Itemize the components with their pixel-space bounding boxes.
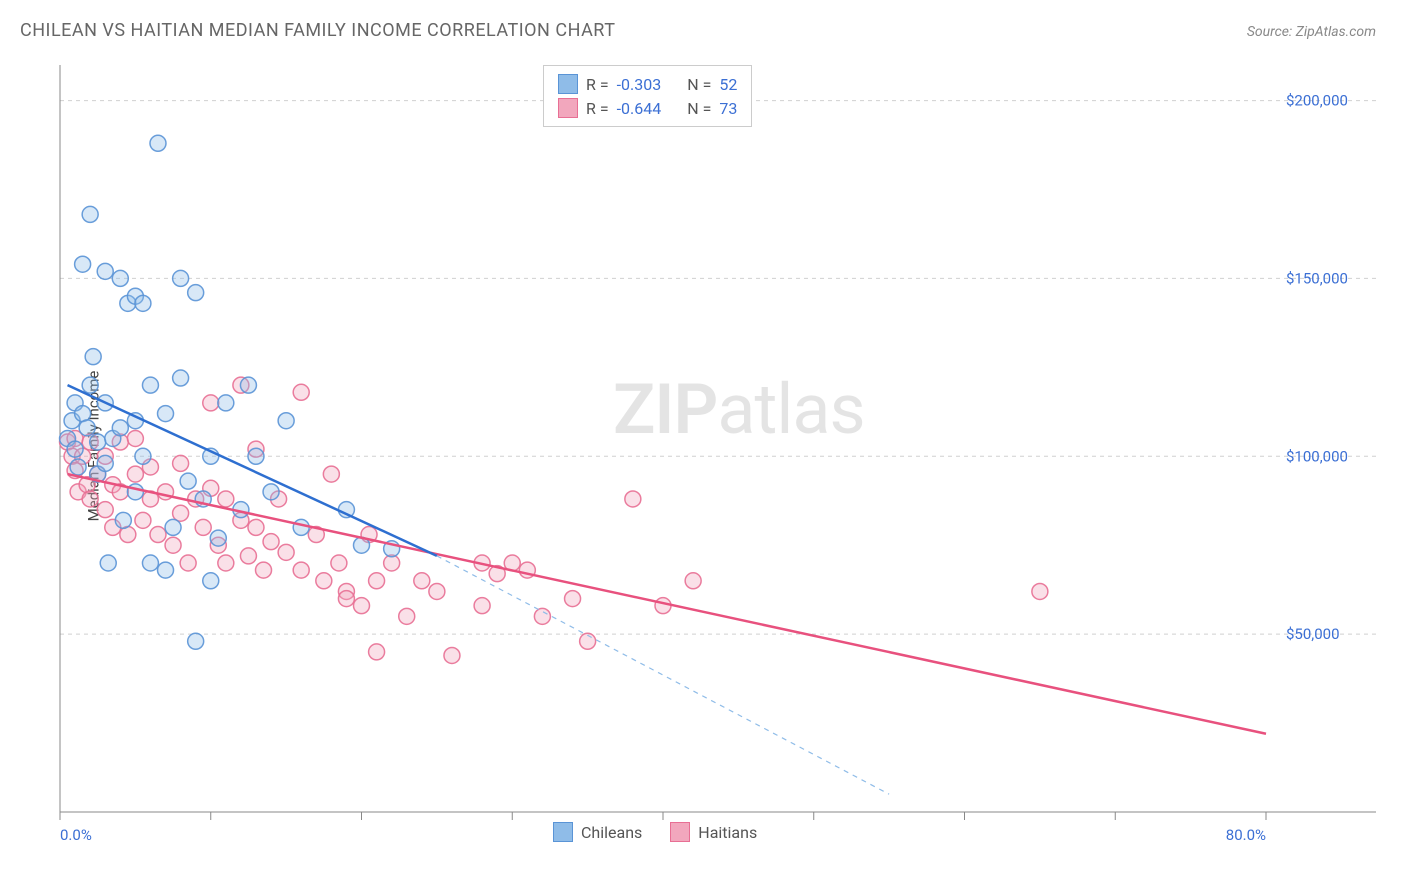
r-value-haitians: -0.644	[617, 99, 662, 118]
n-value-chileans: 52	[719, 75, 737, 94]
legend-item-haitians: Haitians	[670, 820, 757, 844]
svg-text:$200,000: $200,000	[1286, 92, 1348, 110]
n-label: N =	[687, 75, 711, 94]
chart-container: $50,000 $100,000 $150,000 $200,000 0.0% 80.0%…	[50, 55, 1376, 852]
scatter-plot: $50,000 $100,000 $150,000 $200,000 0.0% 80.0%	[50, 55, 1376, 852]
svg-text:$100,000: $100,000	[1286, 447, 1348, 465]
stats-row-haitians: R = -0.644 N = 73	[558, 96, 737, 120]
legend-swatch-chileans	[553, 822, 573, 842]
legend-label-chileans: Chileans	[581, 823, 642, 842]
r-value-chileans: -0.303	[617, 75, 662, 94]
r-label: R =	[586, 75, 609, 94]
legend-swatch-chileans	[558, 74, 578, 94]
n-value-haitians: 73	[719, 99, 737, 118]
correlation-stats-box: R = -0.303 N = 52 R = -0.644 N = 73	[543, 65, 752, 127]
svg-text:80.0%: 80.0%	[1226, 826, 1266, 844]
legend-swatch-haitians	[558, 98, 578, 118]
legend-item-chileans: Chileans	[553, 820, 642, 844]
r-label: R =	[586, 99, 609, 118]
series-legend: Chileans Haitians	[553, 820, 757, 844]
chart-title: CHILEAN VS HAITIAN MEDIAN FAMILY INCOME …	[20, 20, 615, 41]
svg-text:$50,000: $50,000	[1286, 625, 1340, 643]
stats-row-chileans: R = -0.303 N = 52	[558, 72, 737, 96]
legend-swatch-haitians	[670, 822, 690, 842]
source-attribution: Source: ZipAtlas.com	[1247, 24, 1376, 40]
legend-label-haitians: Haitians	[698, 823, 757, 842]
svg-text:$150,000: $150,000	[1286, 269, 1348, 287]
svg-text:0.0%: 0.0%	[60, 826, 92, 844]
n-label: N =	[687, 99, 711, 118]
